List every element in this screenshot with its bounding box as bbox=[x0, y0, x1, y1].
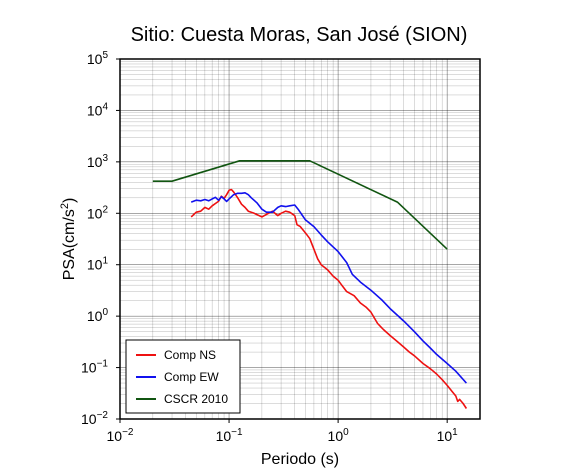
series-layer bbox=[152, 160, 468, 409]
y-tick-label: 10−2 bbox=[81, 410, 108, 427]
y-tick-labels: 10−2 10−1 100 101 102 103 104 105 bbox=[81, 50, 120, 427]
y-tick-label: 104 bbox=[87, 101, 109, 118]
x-axis-label: Periodo (s) bbox=[261, 451, 339, 468]
legend: Comp NS Comp EW CSCR 2010 bbox=[125, 339, 241, 414]
y-axis-label: PSA(cm/s2) bbox=[59, 198, 78, 281]
y-tick-label: 10−1 bbox=[81, 359, 108, 376]
legend-label: Comp EW bbox=[164, 370, 219, 384]
x-tick-labels: 10−2 10−1 100 101 bbox=[107, 419, 459, 444]
x-tick-label: 100 bbox=[328, 427, 350, 444]
legend-label: CSCR 2010 bbox=[164, 392, 228, 406]
plot-frame bbox=[119, 58, 481, 420]
x-tick-label: 101 bbox=[437, 427, 459, 444]
y-tick-label: 103 bbox=[87, 153, 109, 170]
y-tick-label: 102 bbox=[87, 204, 109, 221]
chart-title: Sitio: Cuesta Moras, San José (SION) bbox=[131, 24, 468, 46]
grid bbox=[119, 58, 481, 420]
y-tick-label: 100 bbox=[87, 307, 109, 324]
series-line-comp-ew bbox=[190, 192, 467, 384]
legend-label: Comp NS bbox=[164, 348, 216, 362]
series-line-comp-ns bbox=[190, 188, 468, 409]
x-tick-label: 10−2 bbox=[107, 427, 134, 444]
y-tick-label: 101 bbox=[87, 256, 109, 273]
y-axis-label-close: ) bbox=[61, 198, 78, 203]
y-tick-label: 105 bbox=[87, 50, 109, 67]
svg-text:PSA(cm/s2): PSA(cm/s2) bbox=[59, 198, 78, 281]
x-tick-label: 10−1 bbox=[216, 427, 243, 444]
y-axis-label-exp: 2 bbox=[59, 203, 71, 209]
y-axis-label-base: PSA(cm/s bbox=[61, 209, 78, 280]
series-line-cscr-2010 bbox=[152, 160, 448, 250]
